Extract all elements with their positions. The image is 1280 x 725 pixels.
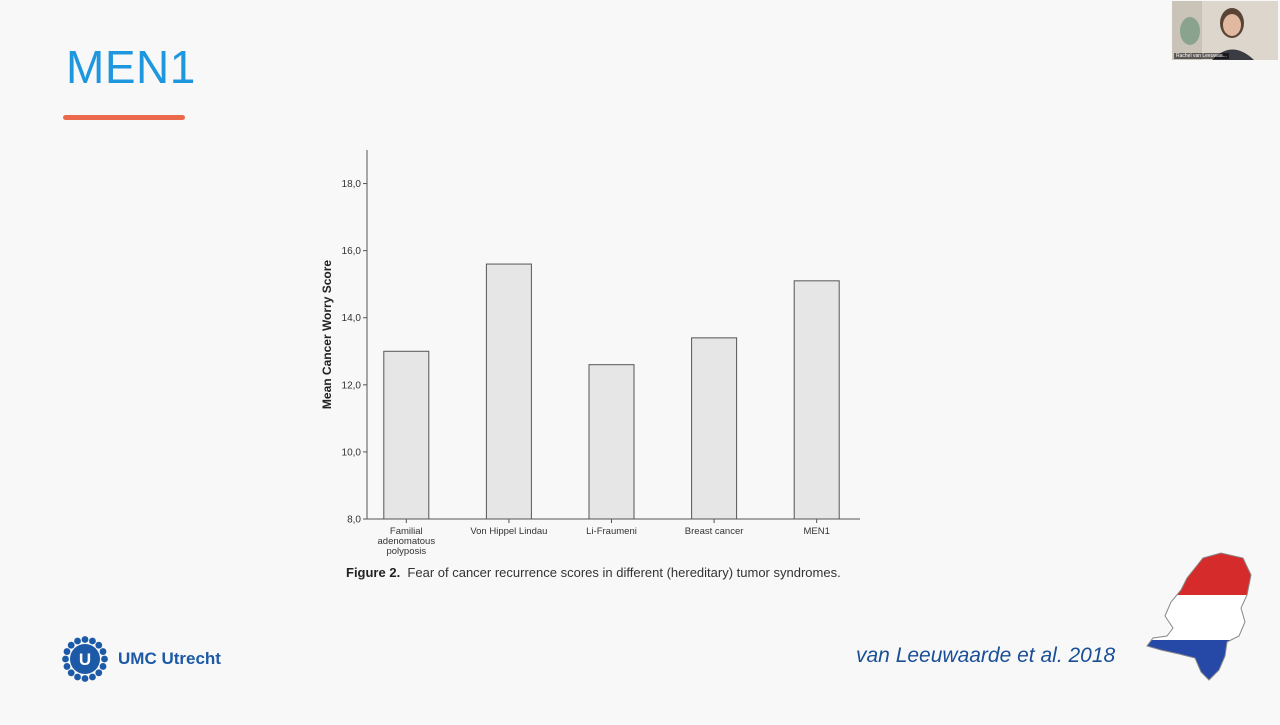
person-avatar-icon — [1172, 1, 1278, 60]
x-tick-label: Familial — [390, 526, 423, 537]
bar — [485, 263, 532, 520]
y-tick-label: 14,0 — [342, 313, 362, 324]
netherlands-map-icon — [1146, 552, 1252, 681]
bar — [691, 337, 738, 520]
webcam-name-label: Rachel van Leeuwaa... — [1174, 53, 1229, 59]
bar — [793, 280, 840, 520]
umc-logo-icon: U — [62, 636, 108, 682]
citation: van Leeuwaarde et al. 2018 — [856, 644, 1116, 667]
umc-logo: U UMC Utrecht — [60, 634, 221, 684]
x-tick-label: MEN1 — [803, 526, 829, 537]
x-tick-label: Li-Fraumeni — [586, 526, 637, 537]
figure-caption-text: Fear of cancer recurrence scores in diff… — [407, 565, 841, 580]
x-tick-label: Von Hippel Lindau — [470, 526, 547, 537]
bar — [383, 350, 430, 520]
svg-text:U: U — [79, 650, 91, 669]
y-axis-label: Mean Cancer Worry Score — [320, 260, 334, 409]
y-tick-label: 18,0 — [342, 179, 362, 190]
logo-text: UMC Utrecht — [118, 649, 221, 668]
netherlands-flag-map — [1143, 550, 1253, 690]
webcam-thumbnail[interactable]: Rachel van Leeuwaa... — [1172, 1, 1278, 60]
y-tick-label: 16,0 — [342, 246, 362, 257]
figure-caption-label: Figure 2. — [346, 565, 401, 580]
x-tick-label: Breast cancer — [685, 526, 744, 537]
figure-caption: Figure 2. Fear of cancer recurrence scor… — [346, 565, 841, 580]
bar — [588, 364, 635, 520]
y-tick-label: 10,0 — [342, 447, 362, 458]
y-tick-label: 12,0 — [342, 380, 362, 391]
x-tick-label: adenomatous — [378, 536, 436, 547]
y-tick-label: 8,0 — [347, 515, 361, 526]
title-underline — [63, 115, 185, 120]
x-tick-label: polyposis — [386, 546, 426, 557]
slide-title: MEN1 — [66, 41, 196, 93]
